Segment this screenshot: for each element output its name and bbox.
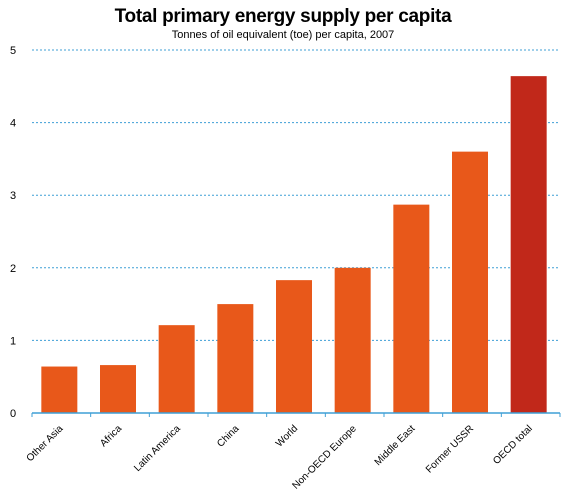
bar-latin-america [159, 325, 195, 413]
bar-china [217, 304, 253, 413]
bars [41, 76, 546, 413]
bar-former-ussr [452, 152, 488, 413]
x-tick-label: Middle East [373, 423, 418, 468]
bar-oecd-total [511, 76, 547, 413]
y-tick-label: 1 [10, 335, 16, 347]
y-tick-label: 0 [10, 408, 16, 420]
y-tick-label: 2 [10, 263, 16, 275]
bar-other-asia [41, 367, 77, 413]
bar-africa [100, 365, 136, 413]
bar-world [276, 280, 312, 413]
x-tick-label: China [215, 423, 242, 450]
x-tick-label: Latin America [132, 423, 183, 474]
y-tick-label: 4 [10, 118, 16, 130]
x-tick-label: Former USSR [424, 423, 476, 475]
y-axis-ticks: 0 1 2 3 4 5 [10, 45, 16, 420]
bar-non-oecd-europe [335, 268, 371, 413]
y-tick-label: 3 [10, 190, 16, 202]
x-tick-label: OECD total [491, 423, 535, 467]
x-tick-label: Africa [98, 423, 124, 449]
x-axis-labels: Other Asia Africa Latin America China WorldN… [25, 423, 535, 492]
x-tick-label: Other Asia [25, 423, 66, 464]
y-tick-label: 5 [10, 45, 16, 57]
x-axis [32, 413, 560, 417]
bar-middle-east [393, 205, 429, 413]
x-tick-label: Non-OECD Europe [290, 423, 359, 492]
x-tick-label: World [274, 423, 300, 449]
